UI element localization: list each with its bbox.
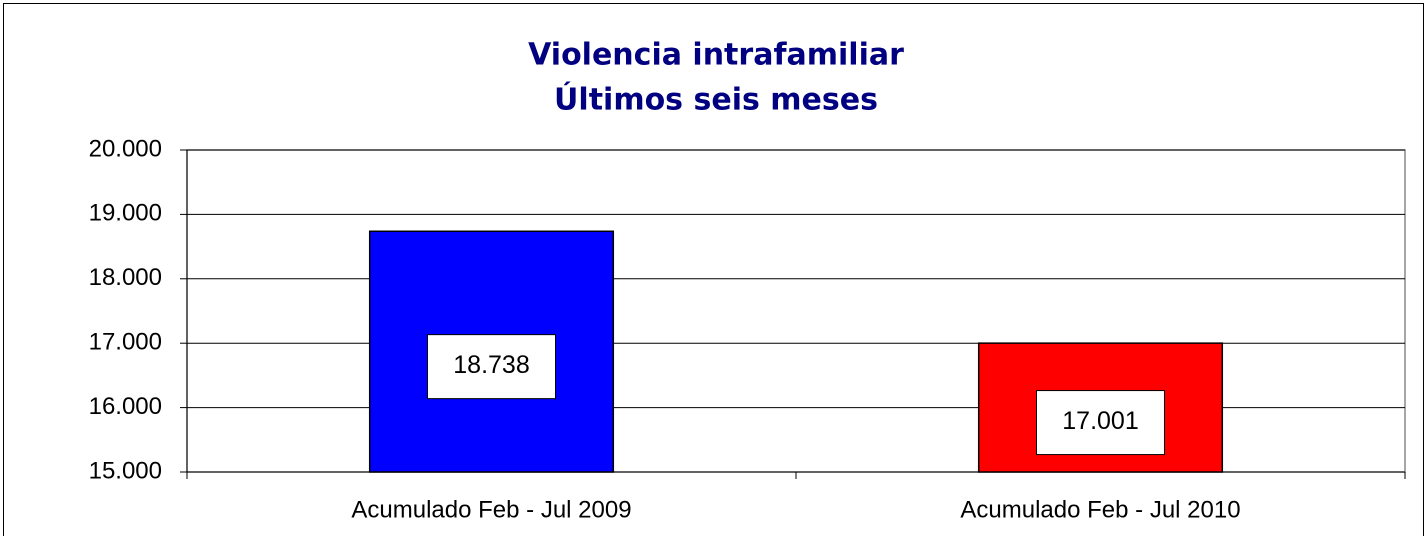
chart-title: Violencia intrafamiliar	[528, 38, 904, 73]
data-label: 17.001	[1062, 407, 1138, 435]
y-tick-label: 15.000	[89, 457, 162, 484]
chart-title: Últimos seis meses	[554, 81, 878, 118]
data-label: 18.738	[453, 351, 529, 379]
y-tick-label: 17.000	[89, 329, 162, 356]
x-tick-label: Acumulado Feb - Jul 2009	[351, 496, 631, 523]
x-tick-label: Acumulado Feb - Jul 2010	[960, 496, 1240, 523]
y-tick-label: 16.000	[89, 393, 162, 420]
data-label-box	[1036, 390, 1165, 456]
y-tick-label: 20.000	[89, 135, 162, 162]
data-label-box	[427, 334, 556, 400]
y-tick-label: 19.000	[89, 200, 162, 227]
y-tick-label: 18.000	[89, 264, 162, 291]
